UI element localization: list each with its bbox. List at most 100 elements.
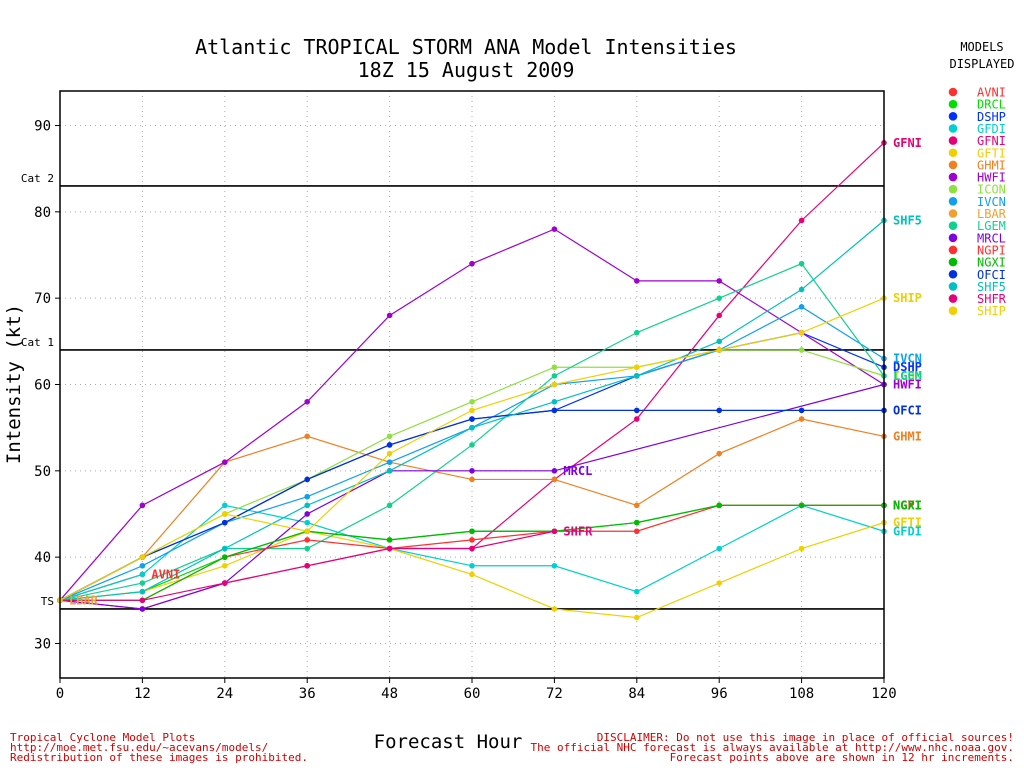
legend-label: GHMI: [977, 158, 1006, 172]
reference-line-label: Cat 2: [21, 172, 54, 185]
data-point: [798, 304, 805, 310]
series-drcl: [57, 502, 887, 604]
legend-label: HWFI: [977, 171, 1006, 185]
legend-item-avni: AVNI: [948, 86, 1006, 100]
data-point: [716, 502, 722, 509]
data-point: [634, 407, 640, 414]
data-point: [386, 502, 393, 509]
y-tick-label: 80: [34, 205, 51, 221]
x-axis-label: Forecast Hour: [374, 731, 523, 753]
data-point: [222, 580, 228, 586]
x-tick-label: 48: [381, 686, 398, 702]
legend-marker: [948, 245, 958, 255]
data-point: [139, 597, 146, 604]
legend-item-shf5: SHF5: [948, 280, 1006, 294]
legend-title-line-2: DISPLAYED: [949, 57, 1014, 71]
reference-line-label: TS: [41, 595, 54, 608]
data-point: [469, 416, 475, 422]
legend-item-ghmi: GHMI: [948, 158, 1006, 172]
series-end-label-ngxi: NGXI: [893, 498, 922, 512]
reference-line-label: Cat 1: [21, 336, 54, 349]
legend-label: GFNI: [977, 134, 1006, 148]
legend-item-ofci: OFCI: [948, 268, 1006, 282]
footer-left-1: Tropical Cyclone Model Plots: [10, 731, 195, 744]
data-point: [551, 562, 558, 569]
chart-subtitle: 18Z 15 August 2009: [358, 58, 575, 82]
y-axis-ticks: 30 40 50 60 70 80 90: [34, 119, 60, 652]
legend-label: NGXI: [977, 256, 1006, 270]
legend-marker: [948, 99, 958, 109]
legend-marker: [948, 197, 958, 206]
legend-label: AVNI: [977, 86, 1006, 100]
x-tick-label: 60: [464, 686, 481, 702]
footer-left-3: Redistribution of these images is prohib…: [10, 751, 308, 764]
series-lgem: [57, 260, 887, 604]
legend-item-ivcn: IVCN: [948, 195, 1006, 209]
data-point: [304, 493, 311, 500]
series-end-label-ship: SHIP: [893, 291, 922, 305]
data-point: [716, 295, 722, 301]
data-point: [716, 407, 722, 414]
y-tick-label: 90: [34, 119, 51, 135]
data-point: [551, 407, 558, 414]
series-line-ship: [59, 297, 885, 601]
data-point: [798, 347, 805, 353]
data-point: [469, 424, 475, 431]
legend-marker: [948, 136, 958, 145]
x-tick-label: 120: [871, 686, 896, 702]
data-point: [551, 364, 558, 371]
y-tick-label: 50: [34, 464, 51, 480]
legend-item-shfr: SHFR: [948, 292, 1007, 306]
footer-right-2: The official NHC forecast is always avai…: [531, 741, 1014, 754]
series-line-icon: [59, 349, 885, 601]
legend-label: NGPI: [977, 243, 1006, 257]
data-point: [798, 545, 805, 552]
data-point: [304, 502, 311, 509]
data-point: [469, 476, 475, 483]
data-point: [304, 476, 311, 483]
x-axis-ticks: 0 12 24 36 48 60 72 84 96 108 120: [56, 678, 897, 702]
legend-label: MRCL: [977, 231, 1006, 245]
series-end-label-avni: AVNI: [151, 567, 180, 581]
series-end-label-shfr: SHFR: [563, 524, 593, 538]
data-point: [386, 459, 393, 465]
series-end-label-mrcl: MRCL: [563, 464, 592, 478]
series-ivcn: [57, 304, 887, 604]
series-gfti: [57, 519, 887, 621]
data-point: [469, 407, 475, 414]
data-point: [798, 329, 805, 336]
legend-marker: [948, 124, 958, 133]
data-point: [469, 537, 475, 543]
data-point: [798, 416, 805, 422]
data-point: [222, 545, 228, 552]
data-point: [222, 511, 228, 517]
y-axis-label: Intensity (kt): [3, 304, 25, 464]
legend-marker: [948, 221, 958, 230]
series-end-label-hwfi: HWFI: [893, 378, 922, 392]
legend-marker: [948, 257, 958, 267]
series-end-label-gfni: GFNI: [893, 136, 922, 150]
data-point: [716, 347, 722, 353]
data-point: [469, 442, 475, 448]
data-point: [634, 364, 640, 371]
data-point: [551, 373, 558, 379]
legend-label: IVCN: [977, 195, 1006, 209]
legend-marker: [948, 184, 958, 194]
data-point: [222, 554, 228, 560]
category-lines: TS Cat 1 Cat 2: [21, 172, 884, 610]
legend-label: GFDI: [977, 122, 1006, 136]
legend-label: SHIP: [977, 304, 1006, 318]
data-point: [139, 554, 146, 560]
legend-item-lbar: LBAR: [948, 207, 1007, 221]
legend-label: GFTI: [977, 146, 1006, 160]
data-point: [304, 433, 311, 440]
x-tick-label: 12: [134, 686, 151, 702]
data-point: [634, 278, 640, 284]
data-point: [798, 407, 805, 414]
data-point: [222, 459, 228, 465]
legend-item-dshp: DSHP: [948, 110, 1006, 124]
data-point: [469, 260, 475, 267]
series-layer: [57, 139, 887, 621]
legend-label: SHF5: [977, 280, 1006, 294]
